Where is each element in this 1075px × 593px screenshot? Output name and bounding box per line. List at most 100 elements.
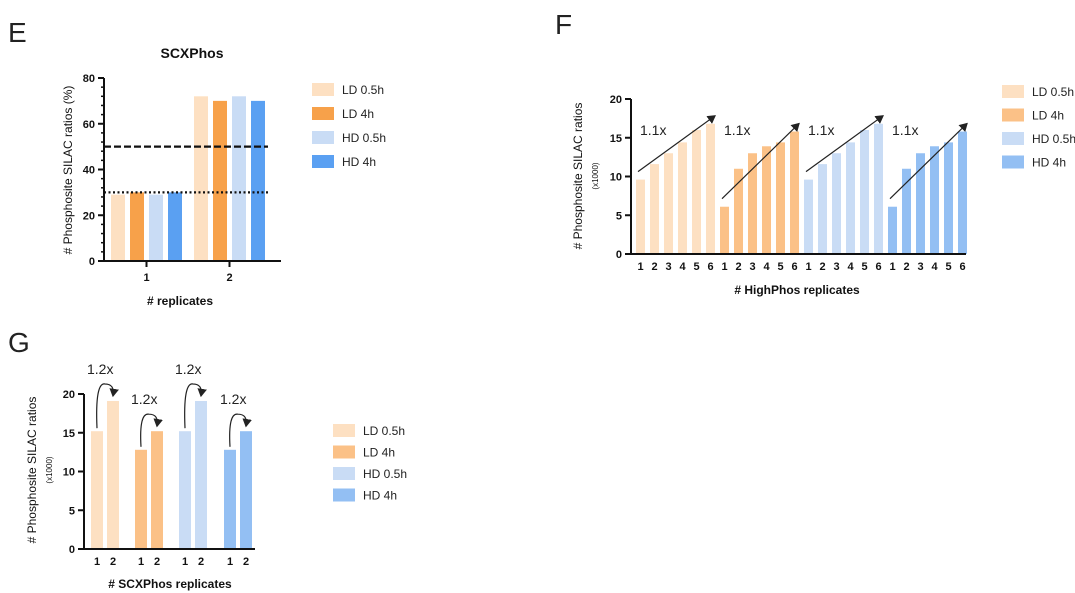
panel-e-y-tick-label: 40 [83,165,95,177]
panel-g-x-tick-label: 2 [110,556,116,568]
panel-e-x-tick-label: 1 [143,272,149,284]
panel-f-trend-arrow [805,115,884,173]
panel-f-y-ticks: 0 5 10 15 20 [610,94,631,261]
panel-g-bar [107,400,119,549]
panel-g-y-tick-label: 20 [63,389,75,401]
panel-g-y-tick-label: 5 [69,505,75,517]
panel-f-x-tick-label: 5 [777,261,783,273]
panel-e-legend-label: HD 4h [342,155,376,169]
panel-g-y-ticks: 0 5 10 15 20 [63,389,84,556]
panel-e-bar [168,192,182,261]
panel-g-bar [179,431,191,549]
panel-f-legend-swatch [1002,132,1024,145]
panel-f-bar [944,142,953,254]
panel-g-bar [135,449,147,549]
panel-f-bar [790,131,799,254]
panel-f-bar [678,142,687,254]
panel-e-bar [251,100,265,261]
panel-e-legend-swatch [312,131,334,144]
panel-f-x-tick-label: 4 [847,261,854,273]
panel-e-x-axis-label: # replicates [147,294,213,308]
panel-letter-g: G [8,327,30,358]
panel-f-bar [650,164,659,254]
panel-f-x-tick-label: 4 [763,261,770,273]
panel-f-x-tick-label: 2 [903,261,909,273]
panel-g-annotations: 1.2x 1.2x 1.2x 1.2x [87,361,252,447]
panel-f-x-tick-label: 6 [707,261,713,273]
panel-f-y-tick-label: 0 [616,249,622,261]
panel-f-bar [804,179,813,254]
panel-e-y-tick-label: 60 [83,119,95,131]
panel-g-bars [91,400,252,549]
panel-g-legend-swatch [333,488,355,502]
panel-f-bar [776,142,785,254]
panel-f-x-tick-label: 5 [945,261,951,273]
panel-f-legend-swatch [1002,155,1024,169]
panel-f-trend-arrow [889,122,968,200]
panel-g-bar [151,431,163,549]
panel-e-bar [232,96,246,261]
panel-f-legend-label: HD 0.5h [1032,132,1075,146]
panel-f-bar [748,153,757,254]
panel-g-legend-swatch [333,424,355,437]
panel-g-fold-label: 1.2x [220,391,246,407]
panel-e-legend-label: LD 0.5h [342,83,384,97]
panel-f-x-tick-label: 4 [931,261,938,273]
panel-g-x-axis-label: # SCXPhos replicates [108,577,232,591]
panel-f-legend-label: LD 0.5h [1032,85,1074,99]
panel-f-x-tick-label: 3 [833,261,839,273]
panel-g-y-axis-sublabel: (x1000) [45,456,54,483]
panel-g-x-tick-label: 2 [243,556,249,568]
panel-f-legend-swatch [1002,85,1024,98]
panel-e-y-tick-label: 20 [83,210,95,222]
panel-f-bar [762,146,771,254]
panel-g-legend-label: HD 4h [363,489,397,503]
panel-f-bar [818,164,827,254]
panel-f-bar [860,130,869,254]
panel-g-y-tick-label: 15 [63,428,75,440]
panel-f-x-axis-label: # HighPhos replicates [734,283,860,297]
panel-g-x-tick-label: 1 [138,556,144,568]
panel-f-y-axis-sublabel: (x1000) [591,162,600,189]
panel-f-x-tick-label: 6 [959,261,965,273]
panel-f-bar [734,168,743,254]
panel-f-x-tick-label: 2 [735,261,741,273]
panel-e-bar [130,192,144,261]
panel-e-legend-label: LD 4h [342,107,374,121]
panel-f-bar [720,206,729,254]
panel-g-x-tick-label: 1 [182,556,188,568]
panel-e-reference-lines [104,145,268,194]
panel-g-y-tick-label: 0 [69,544,75,556]
panel-e-bars [111,96,265,261]
panel-f-bar [636,179,645,254]
panel-f-y-tick-label: 15 [610,133,622,145]
panel-f-legend-swatch [1002,108,1024,122]
panel-f-x-tick-label: 1 [889,261,895,273]
panel-f-x-tick-label: 6 [791,261,797,273]
panel-g-bar [91,431,103,549]
panel-f-bar [664,153,673,254]
panel-f-y-axis-label: # Phosphosite SILAC ratios [571,103,585,250]
panel-f-bar [958,131,967,254]
panel-f-x-tick-label: 2 [819,261,825,273]
panel-f-trend-arrow [637,115,716,173]
panel-e-y-tick-label: 80 [83,73,95,85]
panel-e-legend-swatch [312,107,334,120]
panel-e-x-tick-label: 2 [226,272,232,284]
panel-g-legend: LD 0.5h LD 4h HD 0.5h HD 4h [333,424,407,503]
panel-e-legend-swatch [312,155,334,168]
panel-g-legend-label: HD 0.5h [363,467,407,481]
panel-f-bar [902,168,911,254]
panel-f-bar [832,153,841,254]
panel-f-x-tick-label: 4 [679,261,686,273]
panel-e-legend-swatch [312,83,334,96]
panel-f-legend-label: LD 4h [1032,109,1064,123]
panel-f-annotations: 1.1x 1.1x 1.1x 1.1x [637,115,968,200]
panel-f-x-tick-label: 1 [637,261,643,273]
panel-e-legend: LD 0.5h LD 4h HD 0.5h HD 4h [312,83,386,169]
